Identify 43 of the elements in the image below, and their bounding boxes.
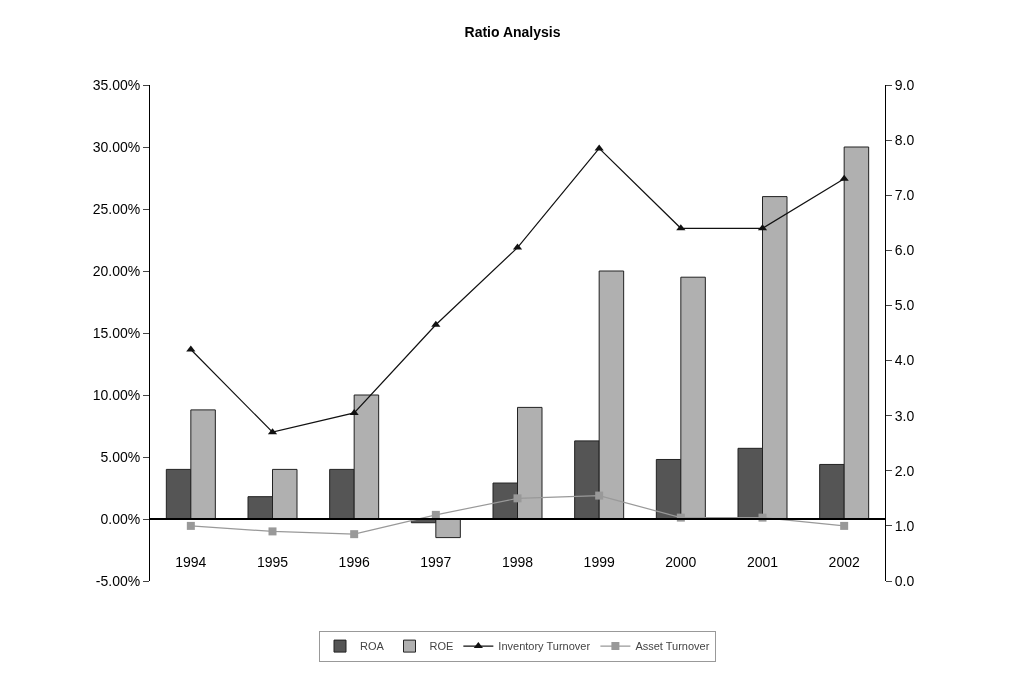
legend-label: ROE bbox=[429, 640, 454, 653]
y2-tick-label: 7.0 bbox=[894, 187, 915, 204]
point bbox=[595, 491, 604, 500]
y2-tick-label: 2.0 bbox=[894, 462, 915, 479]
point bbox=[513, 494, 522, 503]
y2-tick-label: 9.0 bbox=[894, 76, 915, 93]
y-tick-label: -5.00% bbox=[95, 572, 141, 589]
point bbox=[349, 408, 359, 415]
y2-tick-label: 5.0 bbox=[894, 297, 915, 314]
point bbox=[186, 521, 195, 530]
legend-label: ROA bbox=[360, 640, 385, 653]
y-tick-label: 0.00% bbox=[100, 510, 141, 527]
x-tick-label: 1998 bbox=[501, 553, 534, 570]
x-tick-label: 1997 bbox=[420, 553, 452, 570]
y2-tick-label: 8.0 bbox=[894, 132, 915, 149]
x-tick-label: 2002 bbox=[828, 553, 860, 570]
x-tick-label: 2000 bbox=[665, 553, 697, 570]
x-tick-label: 2001 bbox=[746, 553, 779, 570]
legend-label: Inventory Turnover bbox=[498, 640, 591, 653]
y2-tick-label: 3.0 bbox=[894, 407, 915, 424]
point bbox=[186, 345, 196, 352]
point bbox=[268, 527, 277, 536]
x-tick-label: 1994 bbox=[175, 553, 207, 570]
y2-tick-label: 0.0 bbox=[894, 572, 915, 589]
point bbox=[350, 530, 359, 539]
x-tick-label: 1999 bbox=[583, 553, 615, 570]
y-tick-label: 5.00% bbox=[100, 448, 141, 465]
y-tick-label: 25.00% bbox=[92, 200, 141, 217]
point bbox=[839, 174, 849, 181]
y-tick-label: 20.00% bbox=[92, 262, 141, 279]
y2-tick-label: 4.0 bbox=[894, 352, 915, 369]
y-tick-label: 30.00% bbox=[92, 138, 141, 155]
y-tick-label: 15.00% bbox=[92, 324, 141, 341]
point bbox=[431, 320, 441, 327]
legend-label: Asset Turnover bbox=[635, 640, 710, 653]
x-tick-label: 1996 bbox=[338, 553, 370, 570]
y-tick-label: 35.00% bbox=[92, 76, 141, 93]
x-tick-label: 1995 bbox=[256, 553, 289, 570]
point bbox=[840, 521, 849, 530]
chart-title: Ratio Analysis bbox=[464, 23, 561, 40]
y2-tick-label: 1.0 bbox=[894, 517, 915, 534]
y-tick-label: 10.00% bbox=[92, 386, 141, 403]
y2-tick-label: 6.0 bbox=[894, 242, 915, 259]
